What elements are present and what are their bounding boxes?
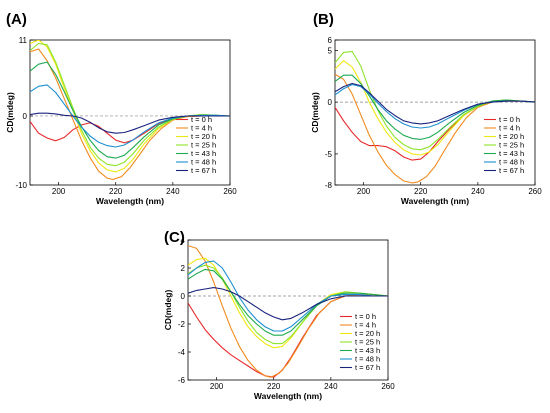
x-tick-label: 200 [210, 382, 224, 391]
x-tick-label: 240 [471, 187, 485, 196]
y-tick-label: -5 [325, 150, 333, 159]
panel-letter: (C) [164, 229, 185, 246]
chart-panel-a: (A) 200 220 240 260 -10 0 11 Wavelength (nm) CD(m… [5, 11, 237, 206]
legend: t = 0 ht = 4 ht = 20 ht = 25 ht = 43 ht … [176, 115, 216, 175]
y-tick-label: -6 [178, 376, 186, 385]
y-axis-title: CD(mdeg) [163, 290, 173, 331]
legend-entry: t = 43 h [355, 346, 380, 355]
y-tick-label: 11 [19, 36, 28, 45]
x-tick-label: 260 [223, 187, 237, 196]
panel-letter: (B) [313, 11, 334, 28]
legend-entry: t = 43 h [499, 149, 524, 158]
x-tick-label: 200 [52, 187, 66, 196]
x-tick-label: 260 [381, 382, 395, 391]
x-tick-label: 240 [324, 382, 338, 391]
legend: t = 0 ht = 4 ht = 20 ht = 25 ht = 43 ht … [340, 312, 380, 372]
legend-entry: t = 25 h [355, 338, 380, 347]
legend-entry: t = 20 h [191, 132, 216, 141]
legend-entry: t = 4 h [191, 124, 212, 133]
y-tick-label: 5 [328, 46, 333, 55]
x-tick-label: 220 [267, 382, 281, 391]
series-line-4 [188, 264, 388, 345]
x-axis-title: Wavelength (nm) [401, 196, 469, 206]
x-tick-label: 220 [414, 187, 428, 196]
legend-entry: t = 20 h [499, 132, 524, 141]
series-line-6 [188, 260, 388, 332]
panel-letter: (A) [6, 11, 27, 28]
y-tick-label: 0 [181, 292, 186, 301]
x-tick-label: 260 [528, 187, 542, 196]
legend: t = 0 ht = 4 ht = 20 ht = 25 ht = 43 ht … [484, 115, 524, 175]
legend-entry: t = 0 h [499, 115, 520, 124]
series-line-2 [335, 73, 535, 184]
series-line-7 [188, 287, 388, 321]
legend-entry: t = 25 h [499, 141, 524, 150]
x-axis-title: Wavelength (nm) [254, 391, 322, 401]
y-tick-label: -10 [15, 181, 27, 190]
x-tick-label: 200 [357, 187, 371, 196]
plot-frame [187, 239, 389, 381]
y-tick-label: -4 [178, 348, 186, 357]
series-line-5 [188, 268, 388, 336]
legend-entry: t = 4 h [355, 321, 376, 330]
legend-entry: t = 25 h [191, 141, 216, 150]
legend-entry: t = 67 h [355, 363, 380, 372]
legend-entry: t = 0 h [355, 312, 376, 321]
y-tick-label: 6 [328, 36, 333, 45]
y-tick-label: 0 [23, 112, 28, 121]
series-line-7 [335, 82, 535, 125]
x-axis-title: Wavelength (nm) [96, 196, 164, 206]
y-tick-label: -2 [178, 320, 186, 329]
y-tick-label: -8 [325, 181, 333, 190]
chart-panel-b: (B) 200 220 240 260 -8 -5 0 56 Wavelength (nm) CD(… [310, 11, 542, 206]
plot-frame [334, 39, 536, 186]
y-tick-label: 0 [328, 98, 333, 107]
legend-entry: t = 0 h [191, 115, 212, 124]
legend-entry: t = 67 h [191, 166, 216, 175]
legend-entry: t = 48 h [499, 158, 524, 167]
chart-panel-c: (C) 200 220 240 260 -6 -4 -2 0 2 4 Wavelength (nm) C… [163, 229, 395, 401]
y-tick-label: 4 [181, 236, 186, 245]
series-line-7 [30, 112, 230, 134]
series-line-2 [30, 48, 230, 181]
plot-frame [29, 39, 231, 186]
x-tick-label: 240 [166, 187, 180, 196]
legend-entry: t = 48 h [355, 355, 380, 364]
legend-entry: t = 43 h [191, 149, 216, 158]
legend-entry: t = 4 h [499, 124, 520, 133]
series-line-2 [188, 245, 388, 378]
legend-entry: t = 20 h [355, 329, 380, 338]
y-axis-title: CD(mdeg) [310, 92, 320, 133]
legend-entry: t = 48 h [191, 158, 216, 167]
legend-entry: t = 67 h [499, 166, 524, 175]
x-tick-label: 220 [109, 187, 123, 196]
y-tick-label: 2 [181, 264, 186, 273]
y-axis-title: CD(mdeg) [5, 92, 15, 133]
series-line-5 [335, 74, 535, 140]
